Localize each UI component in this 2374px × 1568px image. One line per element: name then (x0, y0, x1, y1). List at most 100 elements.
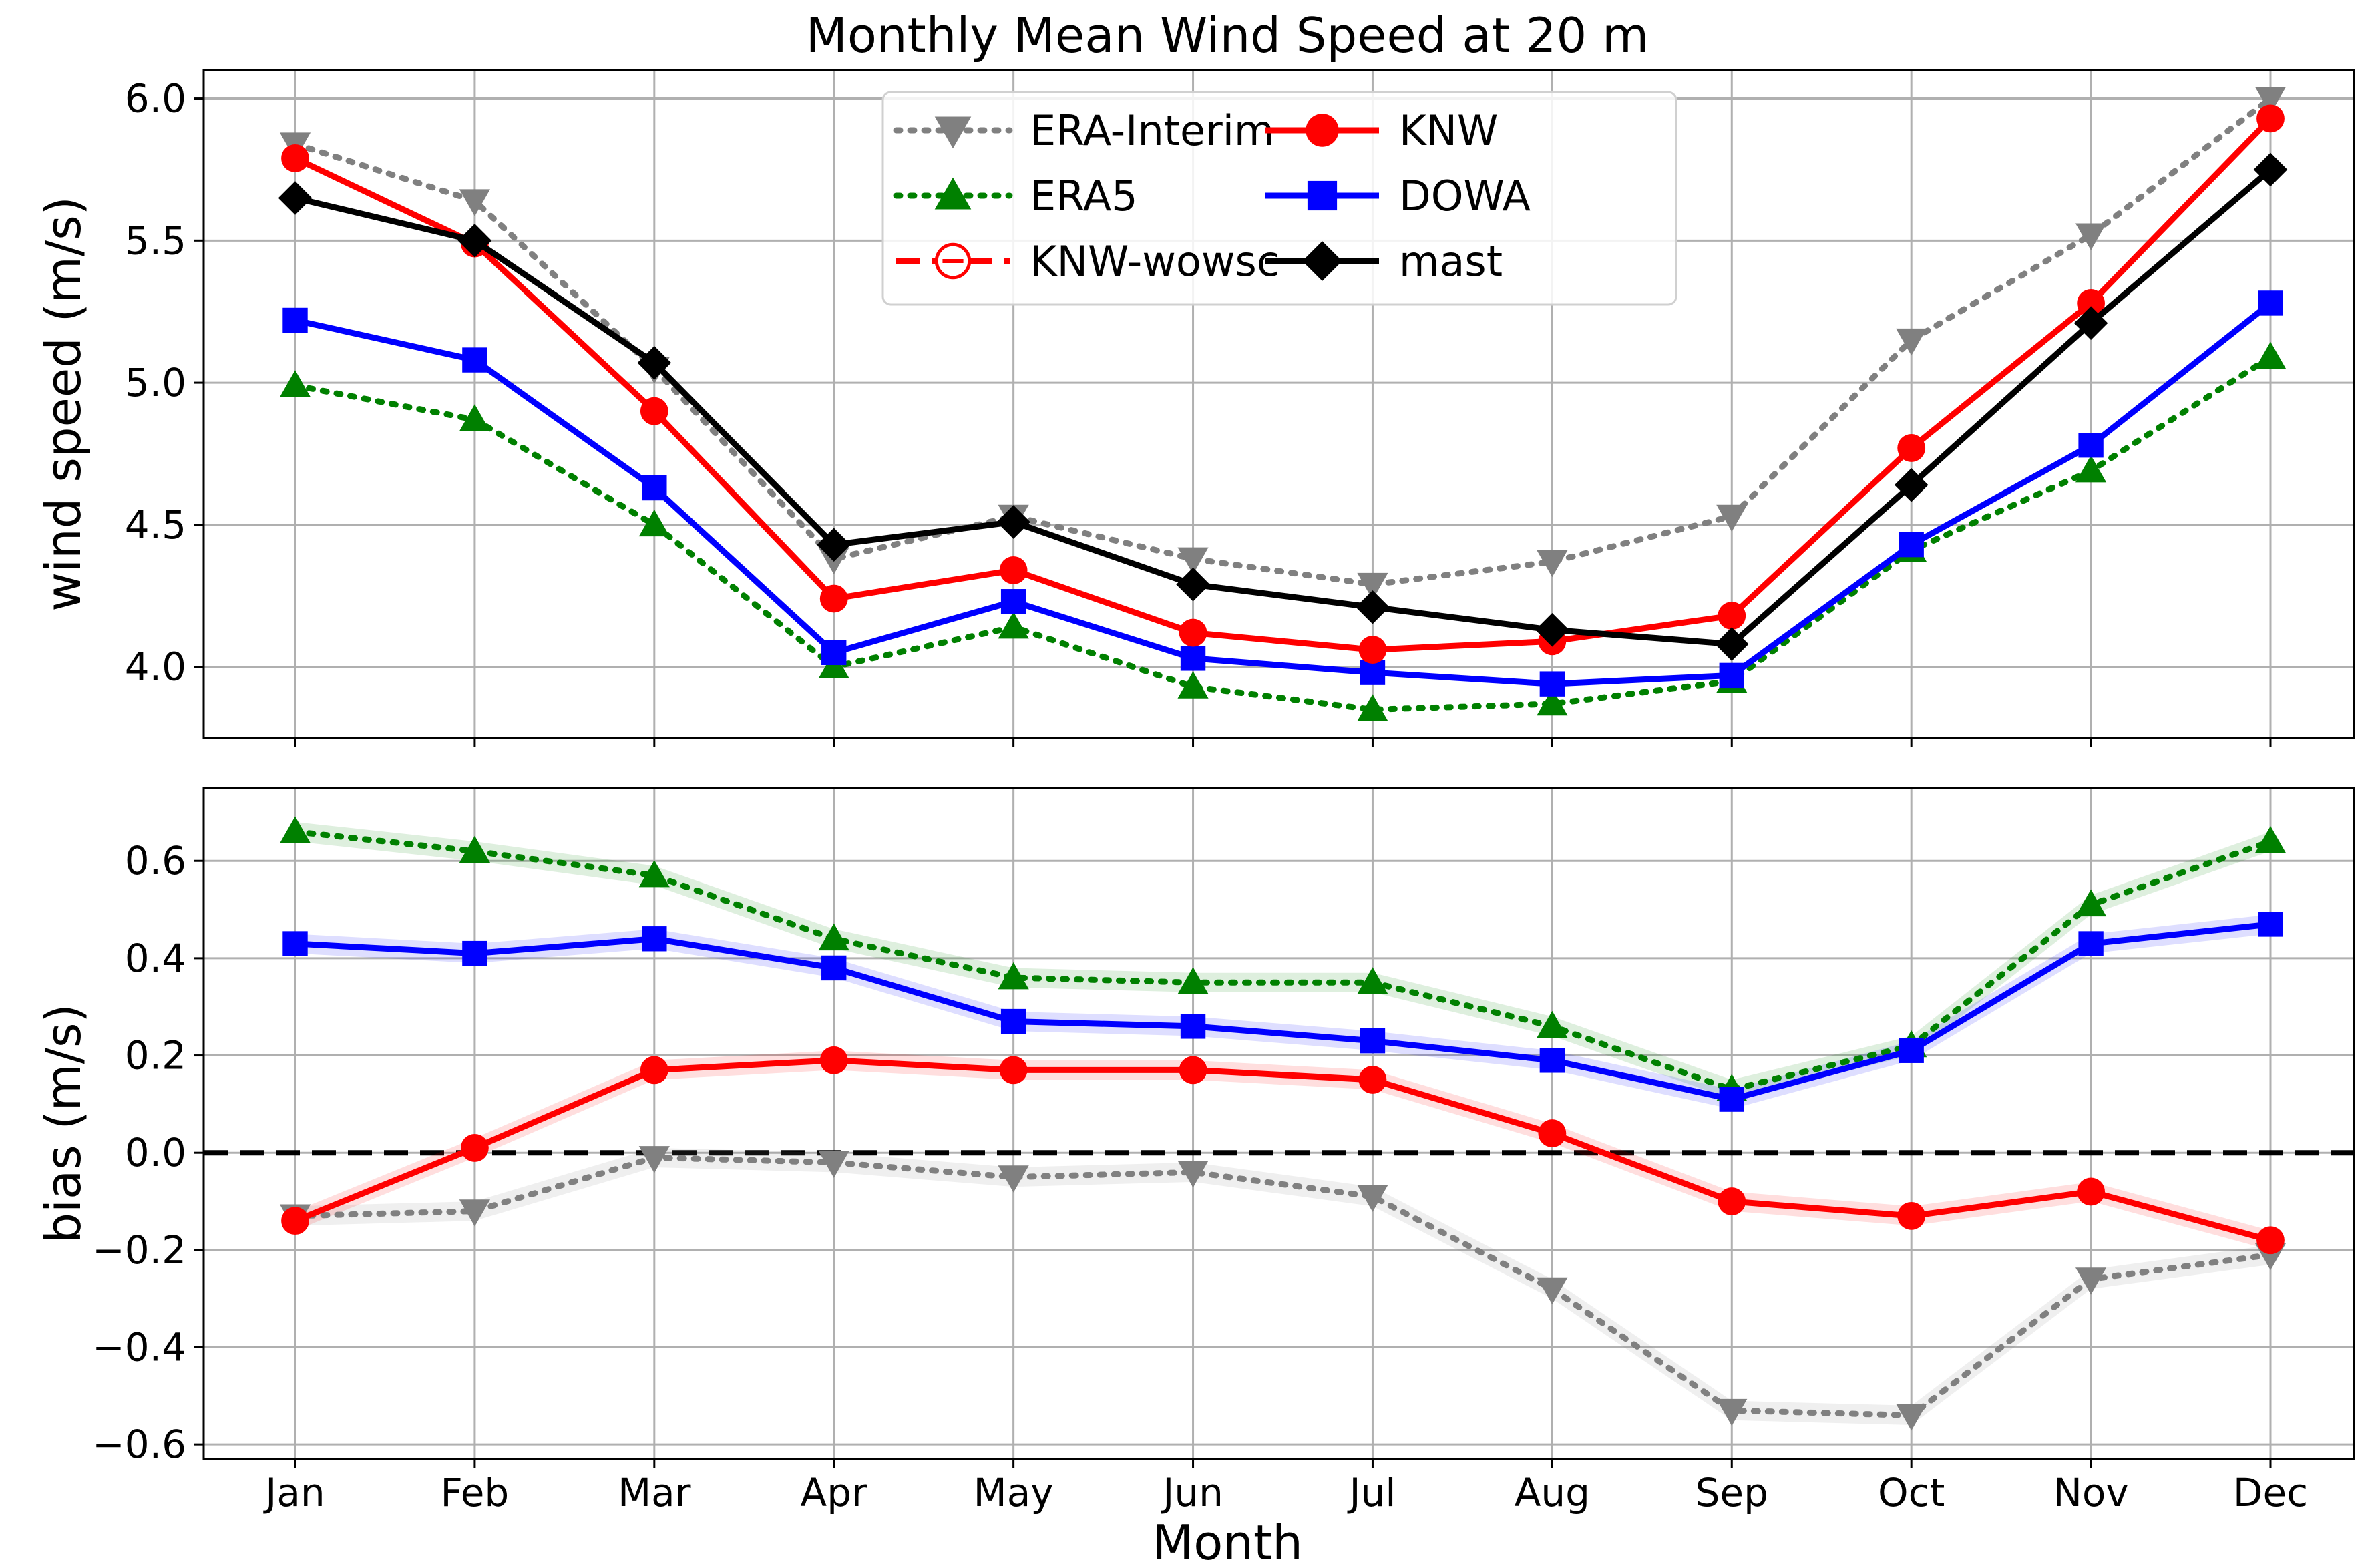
top-era-interim-point-jul (1357, 572, 1388, 600)
top-era5-point-feb (459, 404, 491, 431)
legend-item-knw: KNW (1265, 106, 1498, 155)
top-dowa-point-jun (1180, 646, 1206, 671)
top-knw-point-jul (1358, 636, 1387, 664)
bottom-era-interim-point-aug (1537, 1277, 1568, 1305)
top-knw-point-jun (1179, 618, 1207, 647)
bottom-dowa-point-apr (821, 955, 847, 981)
bottom-dowa-point-sep (1719, 1087, 1744, 1112)
bottom-knw-point-jan (281, 1207, 309, 1235)
bottom-ytick-label-5: 0.4 (125, 936, 186, 981)
top-mast-point-feb (457, 224, 492, 258)
bottom-band-era5 (295, 821, 2270, 1100)
top-era-interim-point-aug (1537, 550, 1568, 578)
legend-marker-knw (1306, 114, 1339, 147)
legend-item-dowa: DOWA (1265, 172, 1531, 220)
top-mast-point-dec (2253, 152, 2288, 187)
bottom-dowa-point-aug (1539, 1048, 1565, 1073)
bottom-era5-point-dec (2254, 826, 2287, 853)
top-frame (202, 69, 2355, 739)
bottom-knw-point-dec (2256, 1226, 2285, 1255)
bottom-frame (202, 787, 2355, 1460)
bottom-series-era5 (279, 816, 2287, 1101)
bottom-era5-point-aug (1537, 1010, 1568, 1038)
x-tick-label-jan: Jan (263, 1470, 325, 1515)
top-series-mast (278, 152, 2288, 661)
bottom-era5-point-jan (279, 816, 311, 843)
bottom-era-interim-point-nov (2075, 1267, 2107, 1295)
legend-label-mast: mast (1399, 237, 1503, 286)
bottom-dowa-point-jun (1180, 1014, 1206, 1039)
top-dowa-point-nov (2078, 433, 2104, 458)
x-tick-label-dec: Dec (2233, 1470, 2308, 1515)
top-mast-point-nov (2073, 306, 2108, 341)
x-tick-label-feb: Feb (441, 1470, 510, 1515)
top-knw-point-nov (2077, 289, 2105, 317)
top-dowa-line (294, 301, 2272, 687)
bottom-era5-point-nov (2075, 889, 2107, 917)
top-knw-point-sep (1718, 602, 1746, 630)
legend-marker-era-interim (934, 116, 972, 149)
legend-item-era5: ERA5 (893, 172, 1138, 220)
bottom-panel: −0.6 −0.4 −0.2 0.0 0.2 0.4 0.6 bias (m/s) (35, 787, 2355, 1468)
top-knw-point-jan (281, 144, 309, 172)
top-mast-point-may (996, 505, 1030, 539)
top-knw-point-mar (640, 397, 668, 425)
bottom-y-ticks: −0.6 −0.4 −0.2 0.0 0.2 0.4 0.6 (92, 838, 204, 1467)
top-dowa-point-apr (821, 640, 847, 666)
top-era-interim-point-oct (1896, 328, 1927, 356)
top-dowa-point-aug (1539, 671, 1565, 697)
legend-marker-mast (1302, 241, 1342, 281)
top-era-interim-point-sep (1716, 504, 1748, 532)
top-era5-line (292, 354, 2274, 713)
x-tick-label-oct: Oct (1878, 1470, 1945, 1515)
bottom-knw-point-jun (1179, 1056, 1207, 1085)
bottom-knw-point-may (999, 1056, 1028, 1085)
bottom-dowa-line (294, 921, 2271, 1103)
bottom-y-axis-label: bias (m/s) (35, 1004, 91, 1243)
bottom-era-interim-point-jul (1357, 1185, 1388, 1212)
bottom-era5-point-jun (1177, 967, 1209, 994)
top-era-interim-point-jun (1177, 547, 1209, 575)
top-era-interim-point-nov (2075, 223, 2107, 250)
top-mast-point-aug (1535, 612, 1569, 647)
top-dowa-point-jul (1360, 660, 1386, 685)
top-dowa-point-oct (1899, 532, 1924, 558)
legend-marker-knw-wowsc (934, 242, 972, 280)
bottom-dowa-point-jan (282, 931, 308, 956)
bottom-knw-point-nov (2077, 1177, 2105, 1206)
x-tick-labels: Jan Feb Mar Apr May Jun Jul Aug Sep Oct Nov Dec (263, 1470, 2308, 1515)
legend-label-era-interim: ERA-Interim (1030, 106, 1274, 155)
bottom-knw-point-aug (1538, 1119, 1567, 1147)
top-era5-point-jan (279, 370, 311, 397)
top-series-dowa (282, 290, 2283, 697)
top-mast-point-apr (817, 528, 851, 562)
top-era-interim-point-feb (459, 189, 491, 216)
top-era5-point-jun (1177, 671, 1209, 699)
bottom-x-ticks (294, 1459, 2272, 1468)
bottom-era-interim-line (292, 1154, 2274, 1418)
top-dowa-point-mar (642, 475, 667, 501)
top-mast-point-mar (637, 345, 672, 380)
top-era5-point-dec (2254, 341, 2287, 369)
bottom-dowa-point-mar (642, 926, 667, 952)
x-tick-label-sep: Sep (1696, 1470, 1768, 1515)
bottom-era-interim-point-may (998, 1165, 1029, 1193)
legend-label-knw-wowsc: KNW-wowsc (1030, 237, 1279, 286)
x-tick-label-mar: Mar (618, 1470, 691, 1515)
bottom-era5-point-jul (1357, 967, 1388, 994)
bottom-era-interim-point-oct (1896, 1404, 1927, 1431)
bottom-era-interim-point-feb (459, 1199, 491, 1227)
bottom-knw-point-jul (1358, 1066, 1387, 1094)
bottom-band-knw (295, 1050, 2270, 1250)
bottom-era5-point-apr (818, 923, 849, 951)
top-panel: 4.0 4.5 5.0 5.5 6.0 wind speed (m/s) (35, 69, 2355, 747)
bottom-era-interim-point-apr (818, 1151, 849, 1178)
bottom-dowa-point-nov (2078, 931, 2104, 956)
bottom-dowa-point-feb (462, 940, 487, 966)
top-era5-point-may (998, 611, 1029, 639)
top-era5-point-nov (2075, 455, 2107, 483)
top-ytick-label-2: 5.0 (125, 360, 186, 405)
bottom-era-interim-point-sep (1716, 1398, 1748, 1426)
bottom-knw-point-apr (819, 1046, 848, 1074)
top-plot-area (278, 87, 2288, 721)
